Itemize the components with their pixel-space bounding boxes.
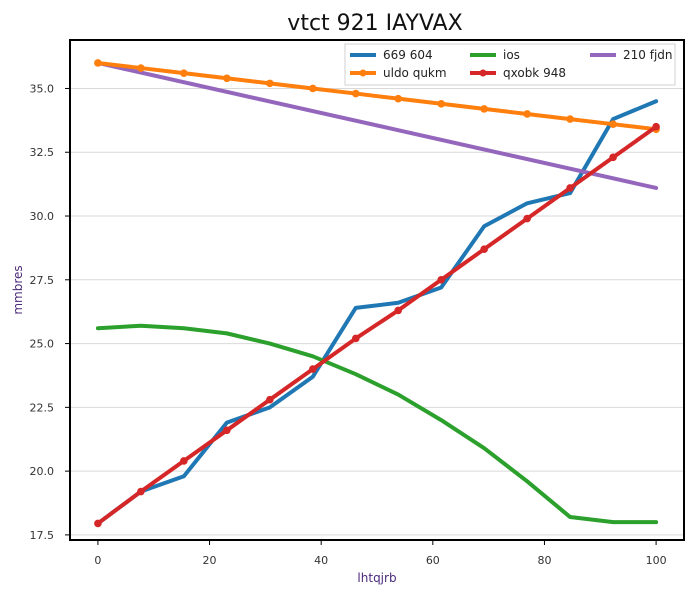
- series-point: [652, 122, 660, 131]
- series-point: [351, 334, 360, 343]
- series-point: [437, 99, 445, 108]
- legend-marker: [479, 69, 487, 77]
- legend-label: uldo qukm: [383, 66, 447, 80]
- series-point: [609, 153, 617, 162]
- series-point: [351, 89, 360, 98]
- series-point: [523, 214, 531, 223]
- series-point: [480, 105, 488, 113]
- x-axis-label: lhtqjrb: [357, 571, 396, 585]
- series-point: [137, 64, 145, 72]
- x-tick-label: 0: [94, 554, 101, 567]
- y-tick-label: 17.5: [30, 529, 55, 542]
- x-tick-label: 20: [203, 554, 217, 567]
- y-tick-label: 32.5: [30, 146, 55, 159]
- x-tick-label: 60: [426, 554, 440, 567]
- series-2: [95, 60, 659, 190]
- series-point: [137, 487, 145, 496]
- y-tick-label: 25.0: [30, 338, 55, 351]
- legend-item: uldo qukm: [350, 66, 447, 80]
- series-point: [566, 184, 574, 192]
- y-tick-label: 27.5: [30, 274, 55, 287]
- x-tick-label: 100: [646, 554, 667, 567]
- series-point: [309, 365, 317, 373]
- legend: 669 604 ios 210 fjdn uldo qukm qxobk 948: [344, 43, 676, 86]
- series-3: [94, 59, 660, 134]
- chart-title: vtct 921 IAYVAX: [287, 11, 462, 36]
- legend-box: [344, 43, 676, 86]
- legend-label: 669 604: [383, 48, 433, 62]
- series-point: [566, 115, 574, 123]
- series-1: [95, 323, 659, 525]
- series-layer: [94, 59, 660, 528]
- series-point: [309, 84, 317, 93]
- legend-item: 669 604: [350, 48, 433, 62]
- series-point: [523, 110, 531, 118]
- series-point: [609, 120, 617, 128]
- series-point: [180, 69, 188, 77]
- series-point: [94, 519, 102, 528]
- legend-item: qxobk 948: [470, 66, 566, 80]
- series-point: [94, 59, 102, 67]
- series-line: [95, 323, 659, 525]
- series-point: [180, 457, 188, 465]
- series-point: [394, 94, 403, 103]
- series-line: [95, 60, 659, 190]
- plot-area-frame: [69, 39, 685, 541]
- x-tick-label: 80: [537, 554, 551, 567]
- series-point: [480, 245, 488, 253]
- legend-item: 210 fjdn: [590, 48, 673, 62]
- x-tick-label: 40: [314, 554, 328, 567]
- y-tick-label: 22.5: [30, 401, 55, 414]
- series-point: [266, 79, 274, 88]
- y-tick-label: 35.0: [30, 82, 55, 95]
- legend-item: ios: [470, 48, 520, 62]
- series-line: [95, 60, 659, 132]
- series-4: [94, 122, 660, 528]
- series-point: [394, 306, 403, 315]
- series-point: [223, 426, 231, 435]
- tick-labels: 17.5 20.0 22.5 25.0 27.5 30.0 32.5 35.0 0 20 40 60 8…: [30, 82, 667, 567]
- series-line: [95, 124, 659, 526]
- y-axis-label: mmbres: [11, 265, 25, 314]
- series-point: [266, 395, 274, 404]
- y-tick-label: 20.0: [30, 465, 55, 478]
- legend-label: ios: [503, 48, 520, 62]
- series-point: [437, 275, 445, 284]
- series-point: [223, 74, 231, 83]
- legend-marker: [359, 69, 367, 77]
- legend-label: 210 fjdn: [623, 48, 673, 62]
- legend-label: qxobk 948: [503, 66, 566, 80]
- y-tick-label: 30.0: [30, 210, 55, 223]
